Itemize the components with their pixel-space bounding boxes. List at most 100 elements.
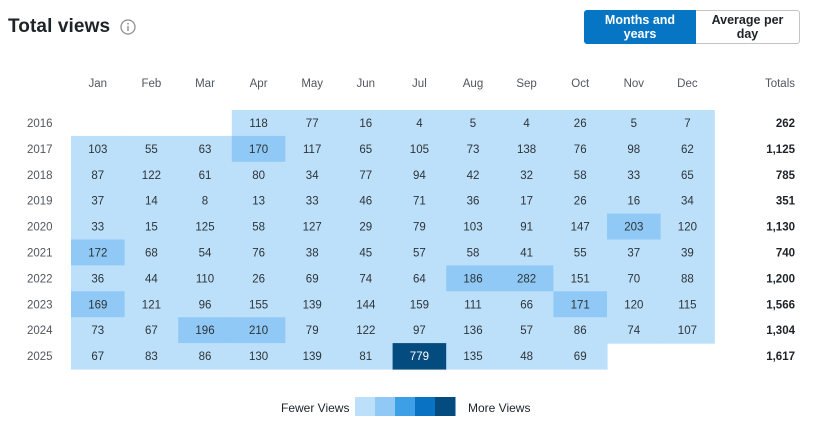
cell-2019-dec [660, 187, 715, 215]
cell-value-2017-feb: 55 [145, 144, 158, 156]
cell-value-2023-sep: 66 [520, 299, 533, 311]
legend-swatch-4 [415, 397, 436, 416]
cell-2017-feb [124, 135, 179, 163]
cell-value-2017-dec: 62 [681, 144, 694, 156]
legend-swatch-3 [395, 397, 416, 416]
cell-value-2024-sep: 57 [520, 325, 533, 337]
cell-2021-may [285, 239, 340, 266]
cell-2025-aug [446, 343, 501, 370]
cell-2021-oct [553, 239, 608, 266]
cell-value-2017-apr: 170 [249, 144, 268, 156]
cell-value-2022-sep: 282 [517, 273, 536, 285]
cell-value-2018-aug: 42 [467, 170, 480, 182]
cell-value-2016-sep: 4 [523, 118, 530, 130]
cell-value-2025-jul: 779 [410, 351, 429, 363]
cell-value-2020-jul: 79 [413, 222, 426, 234]
cell-value-2023-apr: 155 [249, 299, 268, 311]
cell-2019-mar [178, 187, 233, 215]
cell-2017-dec [660, 135, 715, 163]
cell-2016-aug [446, 110, 501, 137]
cell-2022-aug [446, 265, 501, 292]
cell-value-2022-oct: 151 [571, 273, 590, 285]
cell-2018-feb [124, 161, 179, 189]
row-total-2021: 740 [776, 247, 795, 259]
row-total-2018: 785 [776, 170, 796, 182]
cell-2020-mar [178, 213, 233, 241]
cell-value-2019-nov: 16 [627, 196, 640, 208]
months-and-years-button[interactable]: Months and years [584, 10, 696, 44]
cell-2018-jun [339, 161, 394, 189]
cell-value-2025-apr: 130 [249, 351, 268, 363]
cell-value-2018-may: 34 [306, 170, 319, 182]
cell-2024-aug [446, 317, 501, 344]
cell-value-2021-feb: 68 [145, 247, 158, 259]
cell-value-2022-jun: 74 [359, 273, 372, 285]
cell-value-2018-mar: 61 [199, 170, 212, 182]
cell-value-2017-aug: 73 [467, 144, 480, 156]
cell-2018-jan [71, 161, 126, 189]
cell-value-2023-may: 139 [303, 299, 322, 311]
cell-value-2020-aug: 103 [463, 222, 482, 234]
cell-value-2016-apr: 118 [249, 118, 267, 130]
cell-2017-nov [607, 135, 662, 163]
cell-2023-nov [607, 291, 662, 318]
column-header-aug: Aug [463, 78, 483, 90]
cell-2024-oct [553, 317, 608, 344]
row-label-2021: 2021 [27, 247, 53, 259]
view-toggle: Months and years Average per day [584, 10, 800, 44]
cell-2024-sep [499, 317, 554, 344]
cell-2023-jun [339, 291, 394, 318]
row-total-2023: 1,566 [766, 299, 795, 311]
cell-2024-may [285, 317, 340, 344]
cell-value-2020-nov: 203 [624, 222, 643, 234]
info-icon[interactable] [120, 19, 136, 35]
cell-value-2018-apr: 80 [252, 170, 265, 182]
cell-value-2018-jan: 87 [91, 170, 104, 182]
cell-value-2024-nov: 74 [627, 325, 640, 337]
cell-value-2021-jan: 172 [88, 247, 107, 259]
cell-2019-jan [71, 187, 126, 215]
cell-value-2021-aug: 58 [467, 247, 480, 259]
cell-2017-oct [553, 135, 608, 163]
cell-value-2023-nov: 120 [624, 299, 643, 311]
cell-2016-jun [339, 110, 394, 137]
legend-swatch-5 [435, 397, 456, 416]
column-header-jul: Jul [412, 78, 427, 90]
cell-2024-jun [339, 317, 394, 344]
cell-2017-mar [178, 135, 233, 163]
cell-2023-dec [660, 291, 715, 318]
row-label-2023: 2023 [27, 299, 53, 311]
cell-2018-nov [607, 161, 662, 189]
cell-2018-jul [392, 161, 447, 189]
cell-value-2020-dec: 120 [678, 222, 697, 234]
cell-2020-feb [124, 213, 179, 241]
row-total-2019: 351 [776, 196, 796, 208]
column-header-sep: Sep [516, 78, 536, 90]
cell-value-2017-may: 117 [303, 144, 321, 156]
cell-value-2023-dec: 115 [678, 299, 696, 311]
cell-2020-aug [446, 213, 501, 241]
cell-2020-may [285, 213, 340, 241]
cell-2025-jun [339, 343, 394, 370]
cell-value-2024-jan: 73 [91, 325, 104, 337]
cell-value-2017-oct: 76 [574, 144, 587, 156]
cell-2025-jul [392, 343, 447, 370]
cell-2022-mar [178, 265, 233, 292]
cell-value-2019-dec: 34 [681, 196, 694, 208]
cell-2017-sep [499, 135, 554, 163]
cell-value-2025-oct: 69 [574, 351, 587, 363]
cell-value-2022-apr: 26 [252, 273, 265, 285]
cell-value-2023-aug: 111 [464, 299, 481, 311]
cell-2016-sep [499, 110, 554, 137]
cell-2016-apr [231, 110, 286, 137]
row-label-2016: 2016 [27, 118, 53, 130]
cell-value-2019-jan: 37 [91, 196, 104, 208]
row-total-2025: 1,617 [766, 351, 795, 363]
cell-value-2019-jun: 46 [359, 196, 372, 208]
cell-2025-may [285, 343, 340, 370]
cell-2021-jul [392, 239, 447, 266]
cell-value-2022-jan: 36 [91, 273, 104, 285]
cell-2023-jul [392, 291, 447, 318]
header: Total views [8, 16, 136, 38]
average-per-day-button[interactable]: Average per day [696, 10, 800, 44]
